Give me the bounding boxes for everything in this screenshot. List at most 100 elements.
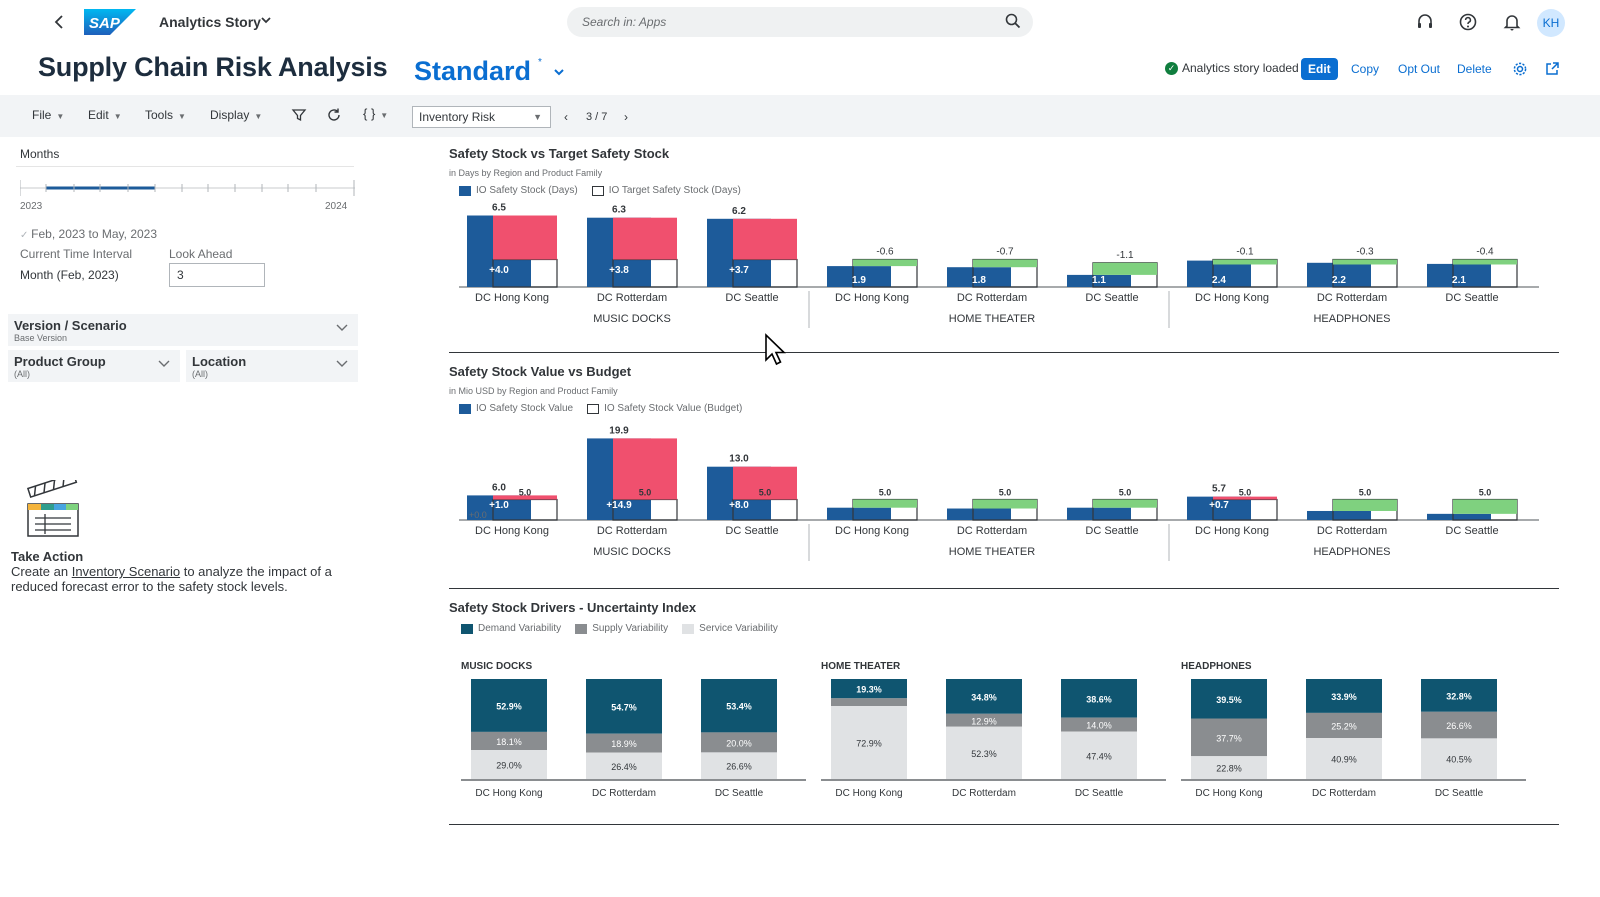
search-field[interactable]: Search in: Apps [567, 7, 1033, 37]
product-group-filter[interactable]: Product Group (All) [8, 350, 180, 382]
legend-item[interactable]: Service Variability [682, 623, 778, 634]
check-icon: ✓ [20, 230, 32, 241]
edit-button[interactable]: Edit [1301, 58, 1338, 80]
bell-icon[interactable] [1502, 12, 1522, 32]
variance-label: -1.1 [1116, 250, 1134, 261]
filter-icon[interactable] [291, 107, 307, 123]
stacked-bar-segment [831, 698, 907, 707]
mouse-cursor-icon [765, 333, 786, 366]
search-icon[interactable] [1005, 13, 1021, 29]
location-filter[interactable]: Location (All) [186, 350, 358, 382]
filter-title: Version / Scenario [14, 318, 127, 333]
chart-plot[interactable]: DC Hong Kong 6.5 +4.0 DC Rotterdam 6.3 +3.8 DC… [449, 198, 1559, 343]
settings-icon[interactable] [1512, 61, 1528, 77]
variant-selector[interactable]: Standard [414, 56, 532, 86]
status-text: Analytics story loaded [1182, 61, 1299, 75]
legend-item[interactable]: Demand Variability [461, 623, 561, 634]
opt-out-button[interactable]: Opt Out [1398, 62, 1441, 76]
bar-actual [1187, 260, 1251, 287]
data-label: 6.2 [732, 206, 746, 217]
x-tick-label: DC Seattle [725, 292, 778, 304]
x-tick-label: DC Rotterdam [1312, 788, 1376, 799]
chevron-down-icon[interactable] [260, 14, 272, 29]
divider [449, 352, 1559, 353]
legend-label: IO Target Safety Stock (Days) [608, 185, 741, 196]
variance-bar [1213, 496, 1277, 500]
menu-tools[interactable]: Tools ▼ [145, 108, 186, 122]
look-ahead-input[interactable]: 3 [169, 263, 265, 287]
x-tick-label: DC Seattle [715, 788, 764, 799]
legend-item[interactable]: IO Target Safety Stock (Days) [591, 185, 741, 196]
legend-item[interactable]: IO Safety Stock Value [459, 403, 573, 414]
data-label: 20.0% [726, 738, 752, 748]
stacked-bar-segment [946, 679, 1022, 714]
data-label: 2.4 [1212, 275, 1226, 286]
version-scenario-filter[interactable]: Version / Scenario Base Version [8, 314, 358, 346]
variance-label: +3.8 [609, 265, 629, 276]
prev-page-icon[interactable]: ‹ [564, 110, 568, 124]
help-icon[interactable] [1458, 12, 1478, 32]
variance-label: +3.7 [729, 265, 749, 276]
data-label: 19.3% [856, 685, 882, 695]
headset-icon[interactable] [1415, 12, 1435, 32]
variance-bar [1333, 499, 1397, 511]
copy-button[interactable]: Copy [1351, 62, 1380, 76]
data-label: 5.7 [1212, 484, 1226, 495]
bar-actual [827, 266, 891, 287]
stacked-bar-segment [1191, 679, 1267, 719]
budget-label: 5.0 [519, 488, 532, 498]
divider [449, 824, 1559, 825]
app-title[interactable]: Analytics Story [159, 14, 261, 30]
delete-button[interactable]: Delete [1457, 62, 1492, 76]
bar-actual [1307, 262, 1371, 287]
chevron-down-icon: ▼ [178, 112, 186, 121]
budget-label: 5.0 [639, 488, 652, 498]
variance-label: +4.0 [489, 265, 509, 276]
data-label: 25.2% [1331, 722, 1357, 732]
stacked-bar-segment [586, 679, 662, 734]
bar-actual [1427, 263, 1491, 287]
variance-bar [1093, 499, 1157, 508]
share-icon[interactable] [1544, 61, 1560, 77]
legend-item[interactable]: Supply Variability [575, 623, 668, 634]
refresh-icon[interactable] [326, 107, 342, 123]
data-label: 2.1 [1452, 275, 1466, 286]
filter-value: Base Version [14, 333, 68, 343]
stacked-bar-segment [471, 731, 547, 750]
variance-bar [1213, 259, 1277, 265]
search-input[interactable]: Search in: Apps [582, 15, 667, 29]
next-page-icon[interactable]: › [624, 110, 628, 124]
chart-plot[interactable]: MUSIC DOCKS HOME THEATER HEADPHONES 52.9% 18… [449, 652, 1559, 827]
menu-file[interactable]: File ▼ [32, 108, 64, 122]
page-select[interactable]: Inventory Risk ▼ [412, 106, 551, 128]
sap-logo[interactable]: SAP [84, 9, 136, 35]
avatar[interactable]: KH [1537, 9, 1565, 37]
time-range-slider[interactable] [20, 178, 355, 198]
variance-label: -0.1 [1236, 247, 1254, 258]
formula-icon[interactable]: { } ▼ [363, 106, 389, 121]
menu-display[interactable]: Display ▼ [210, 108, 262, 122]
chart-plot[interactable]: DC Hong Kong 5.0 6.0 +1.0 DC Rotterdam 5.0 19.… [449, 416, 1559, 576]
filter-panel: Months 2023 2024 ✓ Feb, 2023 to May, 202… [8, 139, 360, 897]
back-icon[interactable] [50, 12, 70, 32]
check-icon: ✓ [1165, 61, 1178, 75]
legend-item[interactable]: IO Safety Stock (Days) [459, 185, 578, 196]
page-title: Supply Chain Risk Analysis [38, 52, 388, 82]
data-label: 37.7% [1216, 733, 1242, 743]
data-label: 52.3% [971, 749, 997, 759]
legend-item[interactable]: IO Safety Stock Value (Budget) [587, 403, 742, 414]
inventory-scenario-link[interactable]: Inventory Scenario [71, 564, 181, 579]
data-label: 26.4% [611, 762, 637, 772]
variance-label: +14.9 [606, 500, 632, 511]
shell-bar: SAP Analytics Story Search in: Apps KH [0, 0, 1600, 44]
stacked-bar-segment [1421, 738, 1497, 779]
menu-edit[interactable]: Edit ▼ [88, 108, 122, 122]
variance-label: +1.0 [489, 500, 509, 511]
variance-label: -0.3 [1356, 247, 1374, 258]
budget-label: 5.0 [759, 488, 772, 498]
data-label: 18.9% [611, 739, 637, 749]
chevron-down-icon[interactable] [553, 67, 565, 77]
budget-label: 5.0 [1479, 488, 1492, 498]
variant-dirty-marker: * [538, 57, 542, 68]
variance-bar [1093, 262, 1157, 275]
